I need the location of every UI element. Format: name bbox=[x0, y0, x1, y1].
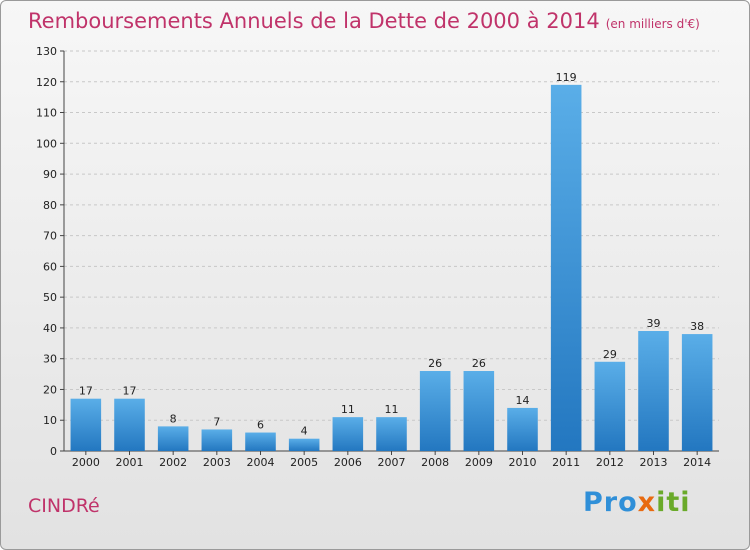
bar bbox=[419, 371, 451, 451]
y-tick-label: 90 bbox=[43, 168, 57, 181]
data-label: 39 bbox=[647, 317, 661, 330]
data-label: 17 bbox=[123, 385, 137, 398]
x-tick-label: 2012 bbox=[596, 456, 624, 469]
x-tick-label: 2009 bbox=[465, 456, 493, 469]
y-tick-label: 100 bbox=[36, 137, 57, 150]
data-label: 14 bbox=[516, 394, 530, 407]
data-label: 38 bbox=[690, 320, 704, 333]
y-tick-label: 10 bbox=[43, 414, 57, 427]
x-tick-label: 2005 bbox=[290, 456, 318, 469]
y-tick-label: 80 bbox=[43, 199, 57, 212]
logo-part: Pro bbox=[583, 487, 638, 518]
bar bbox=[201, 429, 233, 451]
x-tick-label: 2008 bbox=[421, 456, 449, 469]
proxiti-logo: Proxiti bbox=[583, 487, 691, 518]
bar bbox=[114, 398, 145, 451]
chart-subtitle: (en milliers d'€) bbox=[605, 17, 700, 31]
data-label: 29 bbox=[603, 348, 617, 361]
bar bbox=[638, 331, 669, 451]
bar bbox=[70, 398, 102, 451]
labels: 0 10 20 30 40 50 60 70 80 90 100 110 120 130 17 2000 17 2… bbox=[36, 45, 711, 469]
x-tick-label: 2002 bbox=[159, 456, 187, 469]
logo-part: iti bbox=[656, 487, 691, 518]
data-label: 17 bbox=[79, 385, 93, 398]
data-label: 26 bbox=[428, 357, 442, 370]
y-tick-label: 20 bbox=[43, 383, 57, 396]
x-tick-label: 2013 bbox=[640, 456, 668, 469]
x-tick-label: 2010 bbox=[509, 456, 537, 469]
bar bbox=[288, 438, 320, 451]
x-tick-label: 2006 bbox=[334, 456, 362, 469]
data-label: 119 bbox=[556, 71, 577, 84]
x-tick-label: 2011 bbox=[552, 456, 580, 469]
grid bbox=[64, 50, 719, 452]
data-label: 7 bbox=[213, 415, 220, 428]
y-tick-label: 40 bbox=[43, 322, 57, 335]
bar bbox=[376, 417, 407, 451]
y-tick-label: 50 bbox=[43, 291, 57, 304]
x-tick-label: 2001 bbox=[116, 456, 144, 469]
bar bbox=[507, 407, 538, 451]
bar bbox=[245, 432, 276, 451]
x-tick-label: 2003 bbox=[203, 456, 231, 469]
bar bbox=[681, 334, 713, 451]
y-tick-label: 30 bbox=[43, 353, 57, 366]
y-tick-label: 0 bbox=[50, 445, 57, 458]
x-tick-label: 2014 bbox=[683, 456, 711, 469]
y-tick-label: 60 bbox=[43, 260, 57, 273]
y-tick-label: 70 bbox=[43, 230, 57, 243]
x-tick-label: 2000 bbox=[72, 456, 100, 469]
bar bbox=[594, 361, 626, 451]
bar bbox=[157, 426, 189, 451]
commune-name: CINDRé bbox=[28, 495, 100, 517]
bars bbox=[70, 84, 713, 451]
bar bbox=[332, 417, 364, 451]
chart-title: Remboursements Annuels de la Dette de 20… bbox=[28, 9, 700, 33]
bar bbox=[463, 371, 495, 451]
data-label: 8 bbox=[170, 412, 177, 425]
data-label: 4 bbox=[301, 425, 308, 438]
data-label: 11 bbox=[341, 403, 355, 416]
x-tick-label: 2007 bbox=[378, 456, 406, 469]
logo-part: x bbox=[637, 487, 657, 518]
bar bbox=[550, 84, 582, 451]
data-label: 11 bbox=[385, 403, 399, 416]
y-tick-label: 130 bbox=[36, 45, 57, 58]
y-tick-label: 110 bbox=[36, 107, 57, 120]
data-label: 26 bbox=[472, 357, 486, 370]
title-text: Remboursements Annuels de la Dette de 20… bbox=[28, 9, 600, 33]
y-tick-label: 120 bbox=[36, 76, 57, 89]
data-label: 6 bbox=[257, 419, 264, 432]
x-tick-label: 2004 bbox=[247, 456, 275, 469]
